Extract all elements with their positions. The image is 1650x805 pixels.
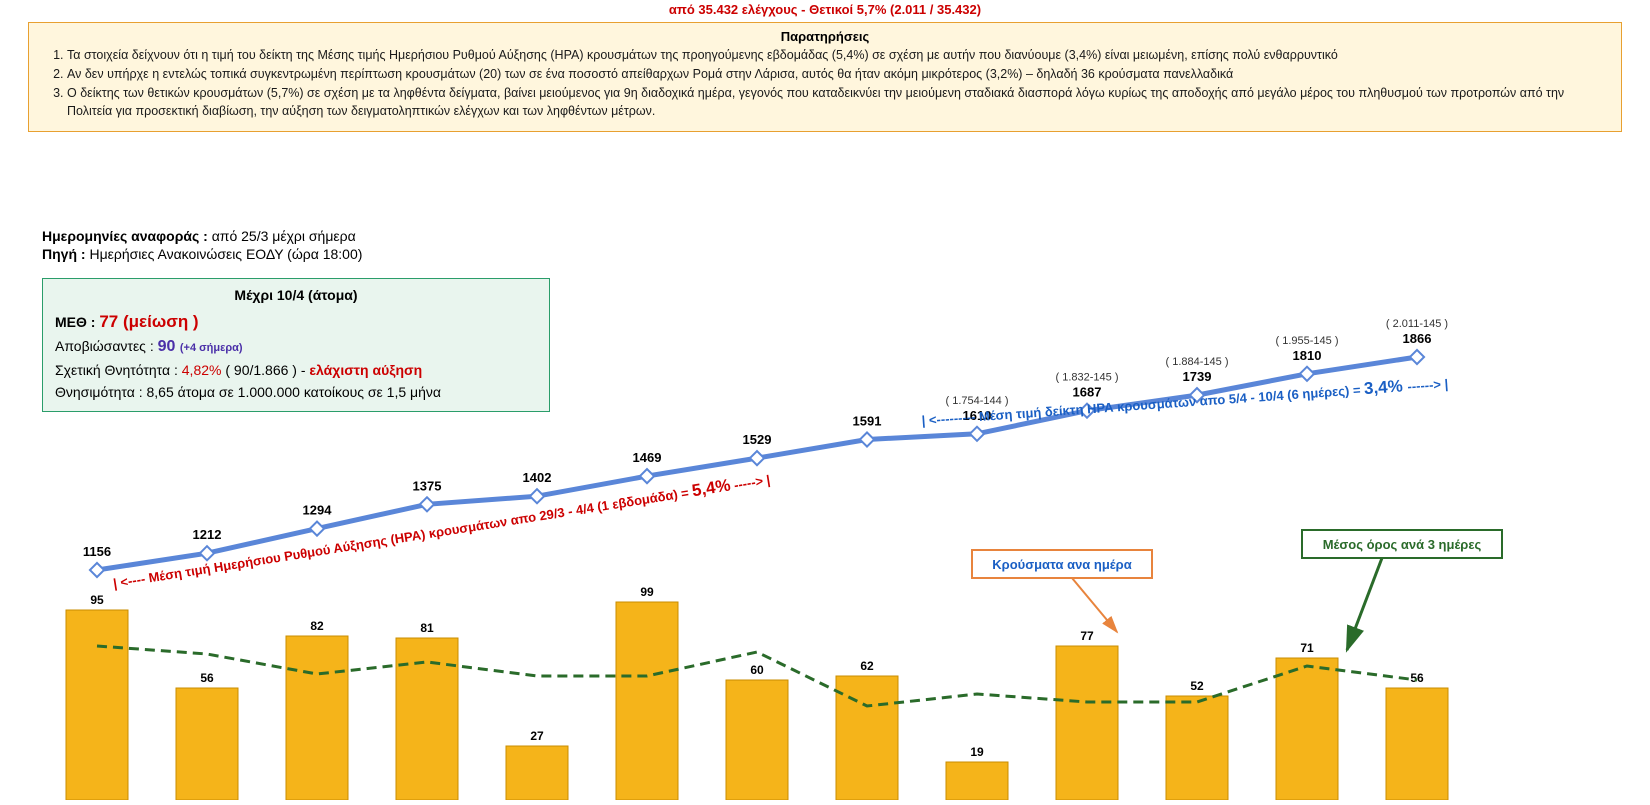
cumulative-label: 1591	[853, 414, 882, 429]
ref-dates-value: από 25/3 μέχρι σήμερα	[212, 228, 356, 244]
daily-bar	[616, 602, 678, 800]
cumulative-label: 1212	[193, 527, 222, 542]
daily-bar	[726, 680, 788, 800]
daily-bar	[836, 676, 898, 800]
ref-dates-label: Ημερομηνίες αναφοράς :	[42, 228, 212, 244]
daily-bar	[946, 762, 1008, 800]
bar-label: 27	[530, 729, 544, 743]
line-marker	[310, 522, 324, 536]
observations-list: Τα στοιχεία δείχνουν ότι η τιμή του δείκ…	[43, 46, 1607, 121]
bar-label: 99	[640, 585, 654, 599]
line-marker	[200, 546, 214, 560]
cumulative-label: 1294	[303, 503, 333, 518]
ref-source-value: Ημερήσιες Ανακοινώσεις ΕΟΔΥ (ώρα 18:00)	[89, 246, 362, 262]
observation-item: Αν δεν υπήρχε η εντελώς τοπικά συγκεντρω…	[67, 65, 1607, 84]
legend-daily-arrow	[1072, 578, 1117, 632]
cumulative-paren: ( 1.955-145 )	[1276, 335, 1339, 347]
legend-avg-text: Μέσος όρος ανά 3 ημέρες	[1323, 537, 1482, 552]
daily-bar	[396, 638, 458, 800]
line-marker	[420, 497, 434, 511]
observations-box: Παρατηρήσεις Τα στοιχεία δείχνουν ότι η …	[28, 22, 1622, 132]
daily-bar	[1056, 646, 1118, 800]
cumulative-label: 1156	[83, 544, 111, 559]
bar-label: 62	[860, 659, 874, 673]
cumulative-paren: ( 1.884-145 )	[1166, 356, 1229, 368]
daily-bar	[1166, 696, 1228, 800]
line-marker	[530, 489, 544, 503]
bar-label: 52	[1190, 679, 1204, 693]
legend-avg-arrow	[1347, 558, 1382, 650]
chart-svg: 115612121294137514021469152915911610( 1.…	[42, 270, 1620, 800]
bar-label: 19	[970, 745, 984, 759]
daily-bar	[286, 636, 348, 800]
cumulative-label: 1866	[1403, 331, 1432, 346]
cumulative-paren: ( 1.754-144 )	[946, 395, 1009, 407]
observation-item: Τα στοιχεία δείχνουν ότι η τιμή του δείκ…	[67, 46, 1607, 65]
cumulative-label: 1810	[1293, 348, 1322, 363]
line-marker	[1410, 350, 1424, 364]
observation-item: Ο δείκτης των θετικών κρουσμάτων (5,7%) …	[67, 84, 1607, 122]
cumulative-label: 1469	[633, 450, 662, 465]
reference-block: Ημερομηνίες αναφοράς : από 25/3 μέχρι σή…	[42, 228, 362, 264]
line-marker	[750, 451, 764, 465]
line-marker	[90, 563, 104, 577]
cumulative-paren: ( 1.832-145 )	[1056, 372, 1119, 384]
daily-bar	[1276, 658, 1338, 800]
ref-source-label: Πηγή :	[42, 246, 89, 262]
bar-label: 81	[420, 621, 434, 635]
bar-label: 71	[1300, 641, 1314, 655]
line-marker	[640, 469, 654, 483]
daily-bar	[176, 688, 238, 800]
cumulative-label: 1687	[1073, 385, 1102, 400]
bar-label: 56	[200, 671, 214, 685]
bar-label: 95	[90, 593, 104, 607]
daily-bar	[506, 746, 568, 800]
bar-label: 77	[1080, 629, 1094, 643]
line-marker	[1300, 367, 1314, 381]
header-stats: από 35.432 ελέγχους - Θετικοί 5,7% (2.01…	[0, 2, 1650, 17]
line-marker	[970, 427, 984, 441]
cumulative-label: 1375	[413, 478, 442, 493]
cumulative-label: 1529	[743, 432, 772, 447]
chart-area: 115612121294137514021469152915911610( 1.…	[42, 270, 1620, 800]
bar-label: 56	[1410, 671, 1424, 685]
bar-label: 60	[750, 663, 764, 677]
daily-bar	[1386, 688, 1448, 800]
bar-label: 82	[310, 619, 324, 633]
observations-title: Παρατηρήσεις	[43, 29, 1607, 44]
line-marker	[860, 432, 874, 446]
cumulative-label: 1739	[1183, 369, 1212, 384]
legend-daily-text: Κρούσματα ανα ημέρα	[992, 557, 1131, 572]
cumulative-label: 1402	[523, 470, 552, 485]
cumulative-paren: ( 2.011-145 )	[1386, 318, 1448, 330]
daily-bar	[66, 610, 128, 800]
